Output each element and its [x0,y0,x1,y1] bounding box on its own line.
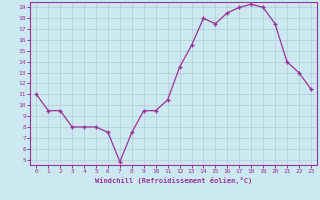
X-axis label: Windchill (Refroidissement éolien,°C): Windchill (Refroidissement éolien,°C) [95,177,252,184]
